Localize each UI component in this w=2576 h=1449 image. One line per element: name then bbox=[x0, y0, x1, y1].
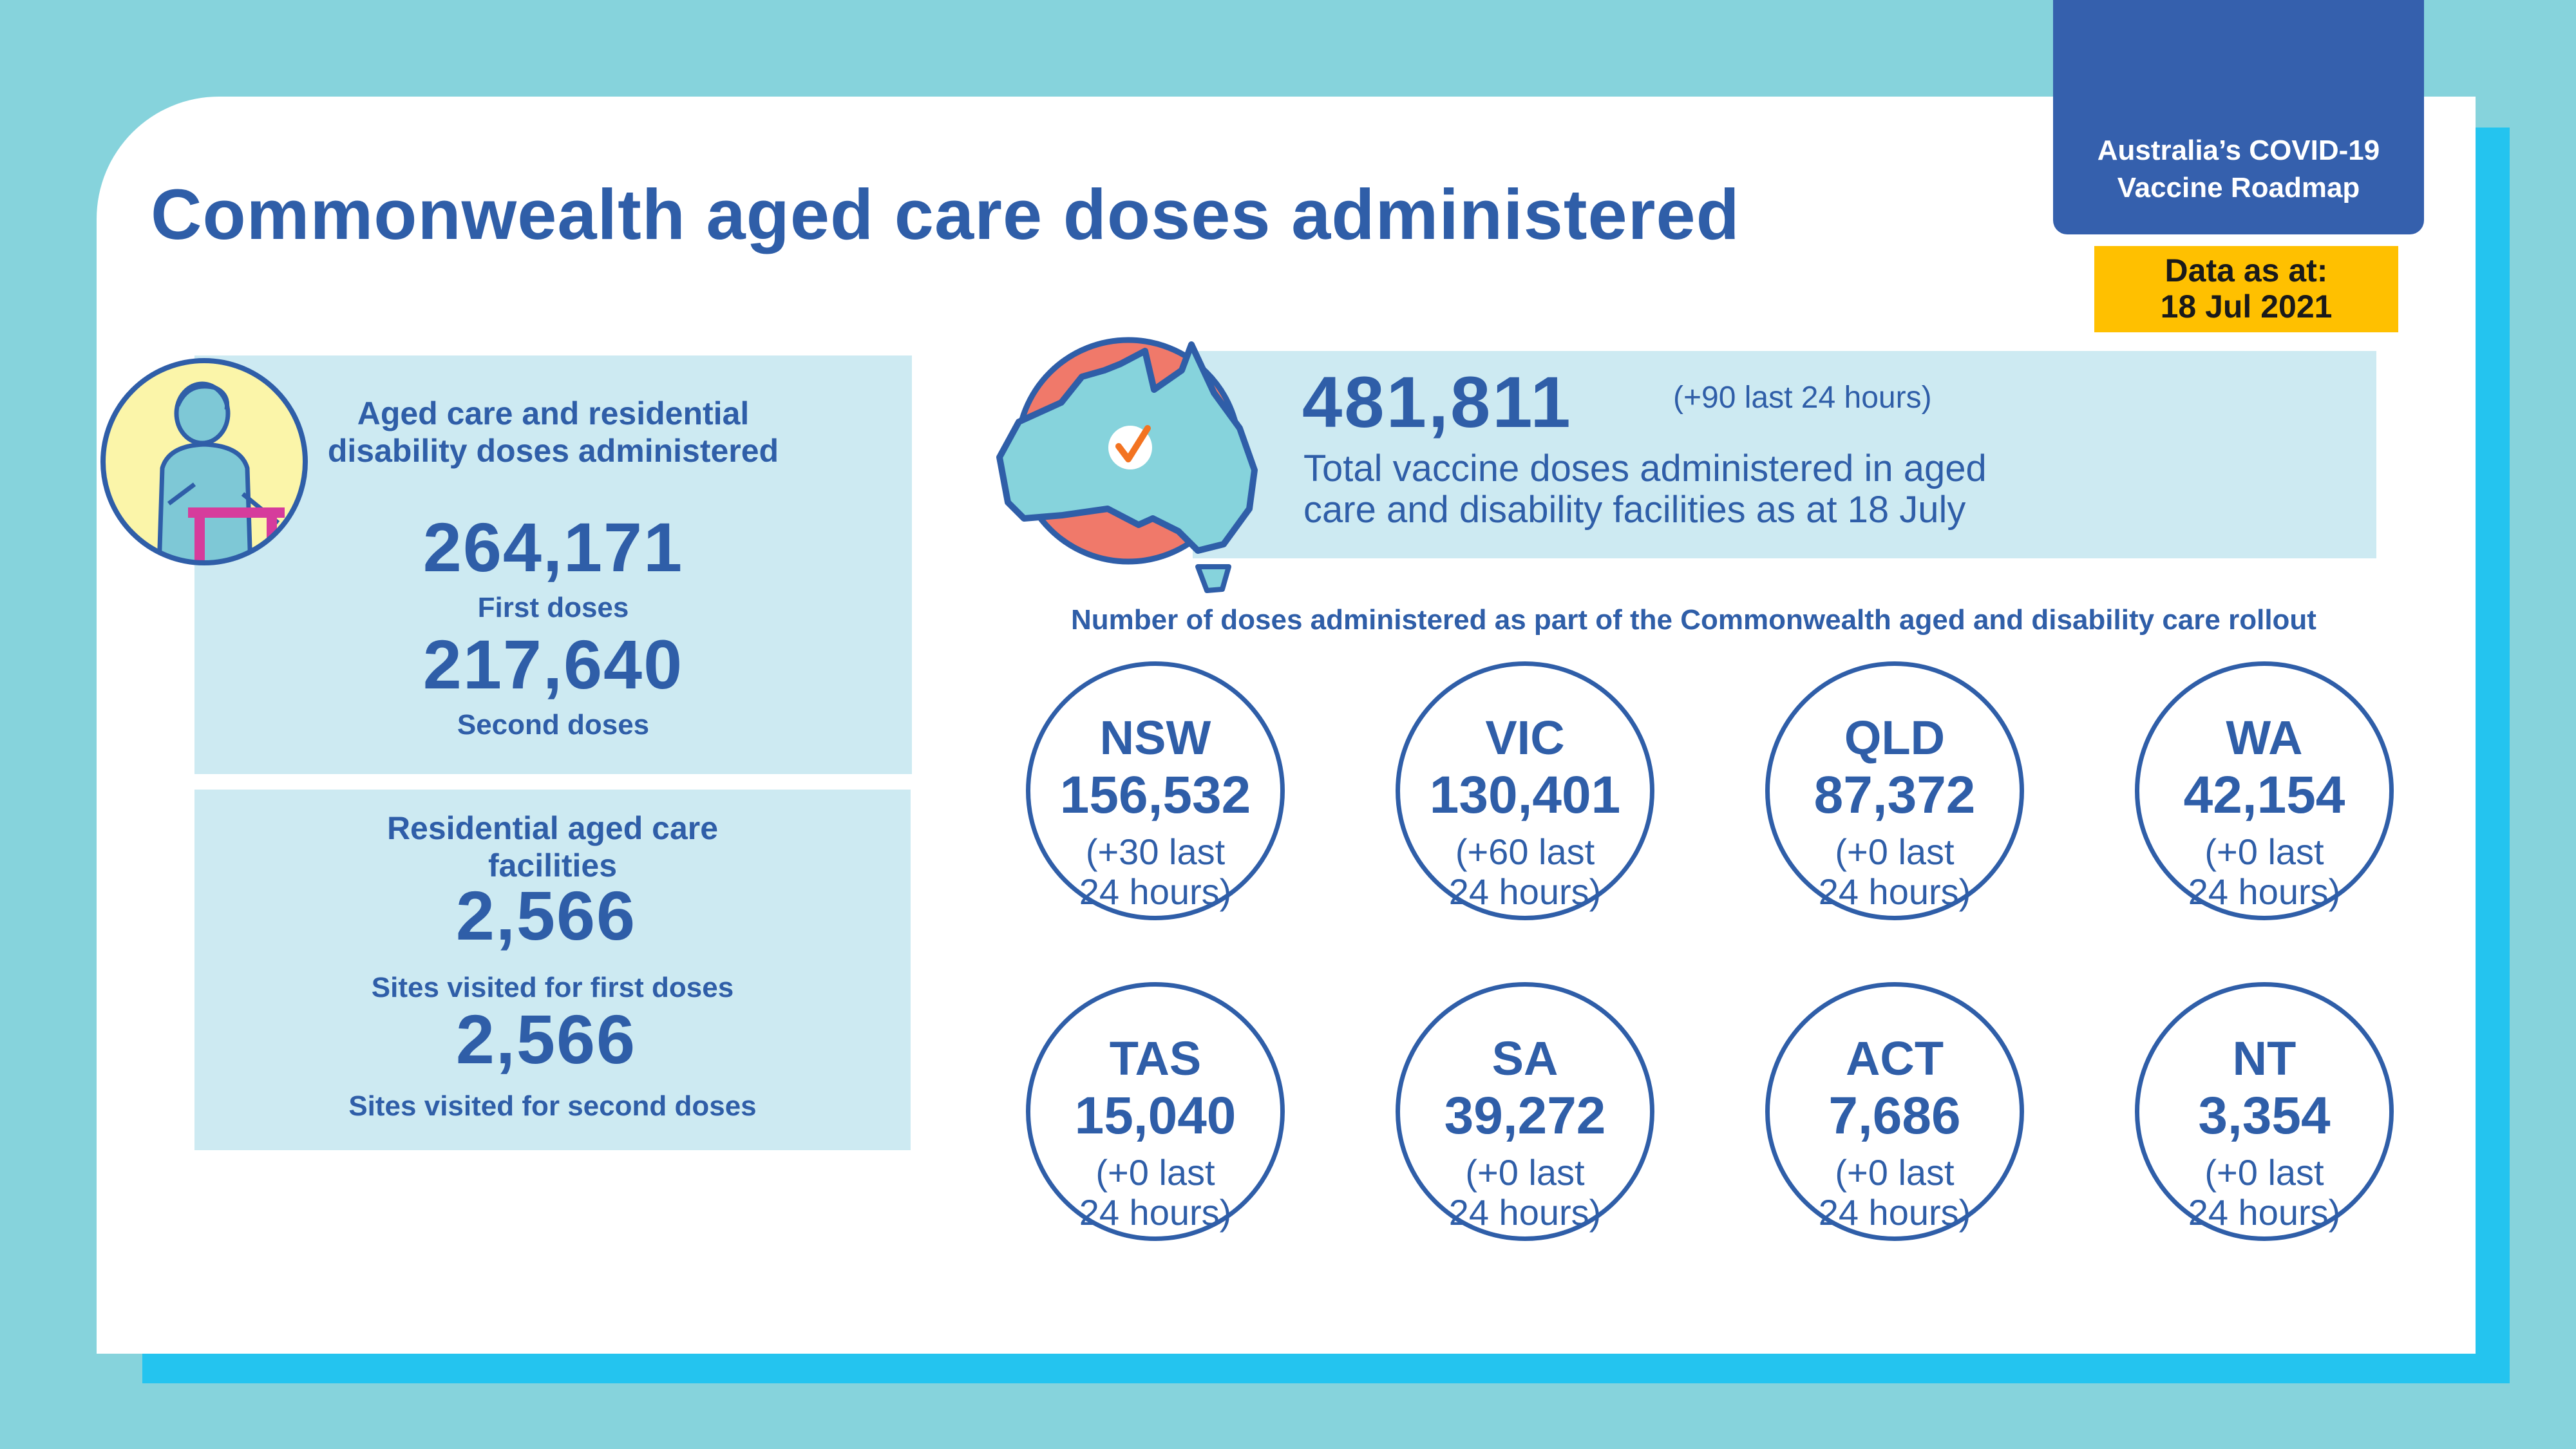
state-name: ACT bbox=[1845, 1032, 1944, 1085]
state-value: 87,372 bbox=[1814, 766, 1976, 824]
state-change-line2: 24 hours) bbox=[1818, 871, 1971, 912]
first-doses-label: First doses bbox=[477, 592, 629, 623]
state-change-line1: (+0 last bbox=[1095, 1152, 1215, 1193]
state-change-line2: 24 hours) bbox=[1448, 1192, 1602, 1233]
aged-care-person-icon bbox=[98, 355, 310, 568]
roadmap-badge-line1: Australia’s COVID-19 bbox=[2097, 135, 2380, 166]
state-value: 42,154 bbox=[2183, 766, 2345, 824]
second-doses-value: 217,640 bbox=[422, 625, 684, 703]
state-change-line2: 24 hours) bbox=[2188, 1192, 2341, 1233]
total-doses-description: Total vaccine doses administered in aged… bbox=[1303, 448, 2076, 531]
state-value: 156,532 bbox=[1059, 766, 1251, 824]
state-change: (+0 last 24 hours) bbox=[1770, 832, 2020, 912]
aged-care-heading-line1: Aged care and residential bbox=[357, 395, 750, 431]
state-value: 15,040 bbox=[1074, 1086, 1236, 1145]
state-change: (+30 last 24 hours) bbox=[1030, 832, 1280, 912]
state-value: 3,354 bbox=[2198, 1086, 2331, 1145]
state-name: QLD bbox=[1844, 711, 1946, 764]
state-change-line2: 24 hours) bbox=[1818, 1192, 1971, 1233]
state-name: SA bbox=[1492, 1032, 1558, 1085]
first-sites-label: Sites visited for first doses bbox=[371, 972, 734, 1003]
state-change: (+0 last 24 hours) bbox=[1400, 1153, 1650, 1233]
first-doses-value: 264,171 bbox=[422, 508, 684, 586]
state-change-line2: 24 hours) bbox=[1448, 871, 1602, 912]
second-sites-value: 2,566 bbox=[455, 1000, 637, 1078]
state-name: NSW bbox=[1099, 711, 1211, 764]
state-change-line1: (+0 last bbox=[2204, 831, 2324, 872]
roadmap-badge-line2: Vaccine Roadmap bbox=[2117, 172, 2360, 204]
state-change-line1: (+0 last bbox=[2204, 1152, 2324, 1193]
total-doses-change: (+90 last 24 hours) bbox=[1673, 381, 1932, 415]
state-circle-qld: QLD 87,372 (+0 last 24 hours) bbox=[1765, 661, 2024, 920]
state-change-line1: (+0 last bbox=[1835, 831, 1955, 872]
state-circle-vic: VIC 130,401 (+60 last 24 hours) bbox=[1396, 661, 1654, 920]
roadmap-badge: Australia’s COVID-19 Vaccine Roadmap bbox=[2053, 0, 2424, 234]
state-change-line1: (+0 last bbox=[1465, 1152, 1585, 1193]
total-doses-value: 481,811 bbox=[1302, 362, 1573, 442]
state-change: (+0 last 24 hours) bbox=[2139, 832, 2389, 912]
state-name: NT bbox=[2232, 1032, 2297, 1085]
page-title: Commonwealth aged care doses administere… bbox=[151, 175, 1740, 254]
total-desc-line1: Total vaccine doses administered in aged bbox=[1303, 448, 1987, 489]
data-as-at-badge: Data as at: 18 Jul 2021 bbox=[2094, 246, 2398, 332]
state-value: 130,401 bbox=[1429, 766, 1621, 824]
data-as-at-label: Data as at: bbox=[2164, 252, 2328, 289]
second-sites-label: Sites visited for second doses bbox=[348, 1090, 757, 1122]
facilities-panel: Residential aged care facilities 2,566 S… bbox=[194, 790, 911, 1150]
data-as-at-date: 18 Jul 2021 bbox=[2160, 289, 2333, 325]
state-circle-act: ACT 7,686 (+0 last 24 hours) bbox=[1765, 982, 2024, 1241]
state-circle-wa: WA 42,154 (+0 last 24 hours) bbox=[2135, 661, 2394, 920]
state-change-line1: (+60 last bbox=[1455, 831, 1595, 872]
state-value: 39,272 bbox=[1444, 1086, 1606, 1145]
state-circle-sa: SA 39,272 (+0 last 24 hours) bbox=[1396, 982, 1654, 1241]
facilities-heading-line1: Residential aged care bbox=[386, 810, 719, 846]
state-change-line1: (+0 last bbox=[1835, 1152, 1955, 1193]
state-change-line2: 24 hours) bbox=[2188, 871, 2341, 912]
total-desc-line2: care and disability facilities as at 18 … bbox=[1303, 489, 1966, 531]
rollout-caption: Number of doses administered as part of … bbox=[1071, 604, 2316, 636]
facilities-heading-line2: facilities bbox=[488, 848, 618, 884]
aged-care-heading-line2: disability doses administered bbox=[327, 433, 779, 469]
state-circle-nsw: NSW 156,532 (+30 last 24 hours) bbox=[1026, 661, 1285, 920]
state-change-line2: 24 hours) bbox=[1079, 1192, 1232, 1233]
state-circle-tas: TAS 15,040 (+0 last 24 hours) bbox=[1026, 982, 1285, 1241]
australia-map-check-icon bbox=[985, 325, 1275, 609]
state-change: (+0 last 24 hours) bbox=[1030, 1153, 1280, 1233]
total-doses-panel bbox=[1193, 351, 2376, 558]
state-change-line2: 24 hours) bbox=[1079, 871, 1232, 912]
state-circle-nt: NT 3,354 (+0 last 24 hours) bbox=[2135, 982, 2394, 1241]
state-change-line1: (+30 last bbox=[1085, 831, 1226, 872]
state-change: (+0 last 24 hours) bbox=[1770, 1153, 2020, 1233]
state-change: (+60 last 24 hours) bbox=[1400, 832, 1650, 912]
first-sites-value: 2,566 bbox=[455, 876, 637, 954]
state-name: TAS bbox=[1109, 1032, 1202, 1085]
state-name: VIC bbox=[1485, 711, 1565, 764]
state-change: (+0 last 24 hours) bbox=[2139, 1153, 2389, 1233]
second-doses-label: Second doses bbox=[457, 709, 650, 741]
aged-care-doses-panel: Aged care and residential disability dos… bbox=[194, 355, 912, 774]
state-name: WA bbox=[2226, 711, 2303, 764]
state-value: 7,686 bbox=[1828, 1086, 1961, 1145]
